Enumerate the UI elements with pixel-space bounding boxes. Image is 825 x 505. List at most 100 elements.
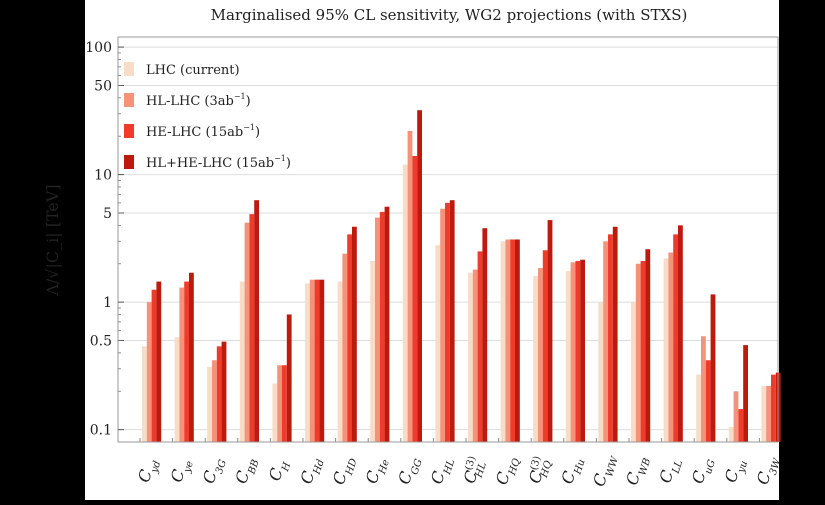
bar-C_Hu-1: [570, 262, 576, 442]
bar-C_GG-2: [412, 155, 418, 442]
bar-C_WB-3: [645, 249, 651, 442]
bar-C_HD-2: [347, 234, 352, 442]
bar-C_WB-1: [635, 263, 641, 442]
chart-background: [85, 0, 779, 500]
bar-C_He-2: [379, 211, 385, 442]
bar-C_LL-3: [678, 225, 683, 442]
bar-C_WW-1: [603, 241, 608, 442]
bar-C_WW-2: [608, 234, 613, 442]
bar-C_yd-1: [146, 302, 152, 442]
y-axis: 0.1 0.5 1 5 10 50 100: [85, 40, 124, 439]
legend-swatch: [124, 124, 134, 138]
bar-C_WW-0: [598, 302, 604, 442]
x-tick-label: Cyd: [134, 456, 163, 486]
bar-C_He-3: [384, 206, 390, 442]
x-tick-label: C3G: [199, 455, 229, 487]
bar-C_He-1: [375, 217, 380, 442]
legend-entry: HL+HE-LHC (15ab−1): [146, 154, 291, 171]
bar-C_Hd-0: [305, 283, 310, 442]
x-tick-label: C(3)HL: [460, 455, 490, 487]
legend-entry: HL-LHC (3ab−1): [146, 92, 251, 109]
y-axis-title: Λ/√|C_i| [TeV]: [43, 184, 62, 296]
x-tick-label: CHu: [557, 454, 587, 487]
bar-C_3G-1: [212, 360, 217, 442]
bar-C_HL(3)-0: [468, 272, 473, 442]
bar-C_HQ-1: [505, 239, 511, 442]
bar-C_GG-1: [407, 130, 413, 442]
x-tick-label: CLL: [655, 455, 685, 487]
bar-C_HL(3)-1: [472, 269, 478, 442]
bar-C_3W-2: [771, 374, 776, 442]
y-tick-label: 0.5: [90, 334, 112, 350]
bar-C_ye-0: [174, 337, 180, 442]
bar-C_3G-3: [221, 341, 227, 442]
bar-C_yu-3: [743, 345, 748, 442]
bar-C_HQ-3: [515, 239, 520, 442]
y-tick-label: 100: [85, 40, 112, 56]
bar-C_Hu-3: [580, 259, 585, 442]
bar-C_uG-1: [701, 336, 706, 442]
y-tick-label: 0.1: [90, 423, 112, 439]
bar-C_Hd-1: [309, 279, 315, 442]
bar-C_H-3: [286, 314, 292, 442]
bar-C_BB-3: [254, 200, 259, 442]
bar-C_ye-3: [189, 272, 194, 442]
bar-C_HL(3)-2: [477, 251, 483, 442]
x-tick-label: CH: [265, 457, 293, 484]
bar-C_GG-3: [417, 110, 422, 443]
x-tick-label: CHQ: [492, 453, 523, 488]
bar-C_yu-1: [733, 391, 739, 442]
bar-C_LL-2: [673, 234, 678, 442]
x-tick-label: C(3)HQ: [525, 455, 555, 487]
bar-C_yd-3: [156, 281, 162, 442]
bar-C_Hd-2: [314, 279, 320, 442]
bars: [139, 110, 781, 443]
plot-frame: [117, 36, 779, 443]
legend-entry: HE-LHC (15ab−1): [146, 123, 260, 140]
bar-C_HD-1: [342, 253, 348, 442]
bar-C_He-0: [370, 261, 375, 442]
bar-C_HD-0: [337, 281, 343, 442]
x-tick-label: CHL: [427, 454, 458, 488]
chart-title: Marginalised 95% CL sensitivity, WG2 pro…: [211, 6, 688, 24]
y-axis-label: Λ/√|C_i| [TeV]: [43, 184, 62, 296]
x-tick-label: CGG: [394, 454, 425, 488]
x-tick-label: Cyu: [721, 456, 750, 486]
x-tick-label: CHd: [297, 454, 327, 487]
bar-C_yu-2: [738, 409, 744, 442]
bar-C_HQ-0: [500, 241, 506, 442]
bar-C_HL-1: [440, 208, 445, 442]
x-tick-label: C3W: [753, 453, 784, 488]
bar-C_3W-0: [761, 385, 767, 442]
bar-C_3G-2: [216, 346, 222, 442]
bar-C_BB-2: [249, 214, 255, 442]
bar-C_HQ(3)-0: [533, 276, 538, 442]
bar-C_BB-0: [239, 281, 245, 442]
bar-C_HL-0: [435, 245, 441, 442]
bar-C_Hu-0: [565, 271, 571, 442]
bar-C_LL-1: [668, 252, 674, 442]
x-tick-label: CuG: [688, 455, 718, 487]
bar-C_Hd-3: [319, 279, 325, 442]
y-tick-label: 5: [103, 206, 112, 222]
y-tick-label: 10: [94, 168, 112, 184]
x-tick-label: CHD: [329, 454, 360, 489]
bar-C_ye-1: [179, 287, 185, 442]
bar-C_HL(3)-3: [482, 228, 488, 442]
bar-C_uG-3: [710, 294, 716, 442]
bar-C_Hu-2: [575, 261, 581, 442]
bar-C_uG-2: [705, 360, 711, 442]
bar-C_yu-0: [728, 426, 734, 442]
bar-C_HL-2: [445, 202, 450, 442]
bar-C_H-0: [272, 383, 278, 442]
x-tick-label: CBB: [231, 455, 261, 488]
legend: LHC (current) HL-LHC (3ab−1) HE-LHC (15ab−…: [124, 62, 291, 171]
bar-C_HQ(3)-3: [547, 220, 553, 442]
bar-C_3G-0: [207, 366, 212, 442]
bar-C_HD-3: [352, 226, 357, 442]
bar-C_yd-0: [142, 346, 147, 442]
legend-swatch: [124, 62, 134, 76]
